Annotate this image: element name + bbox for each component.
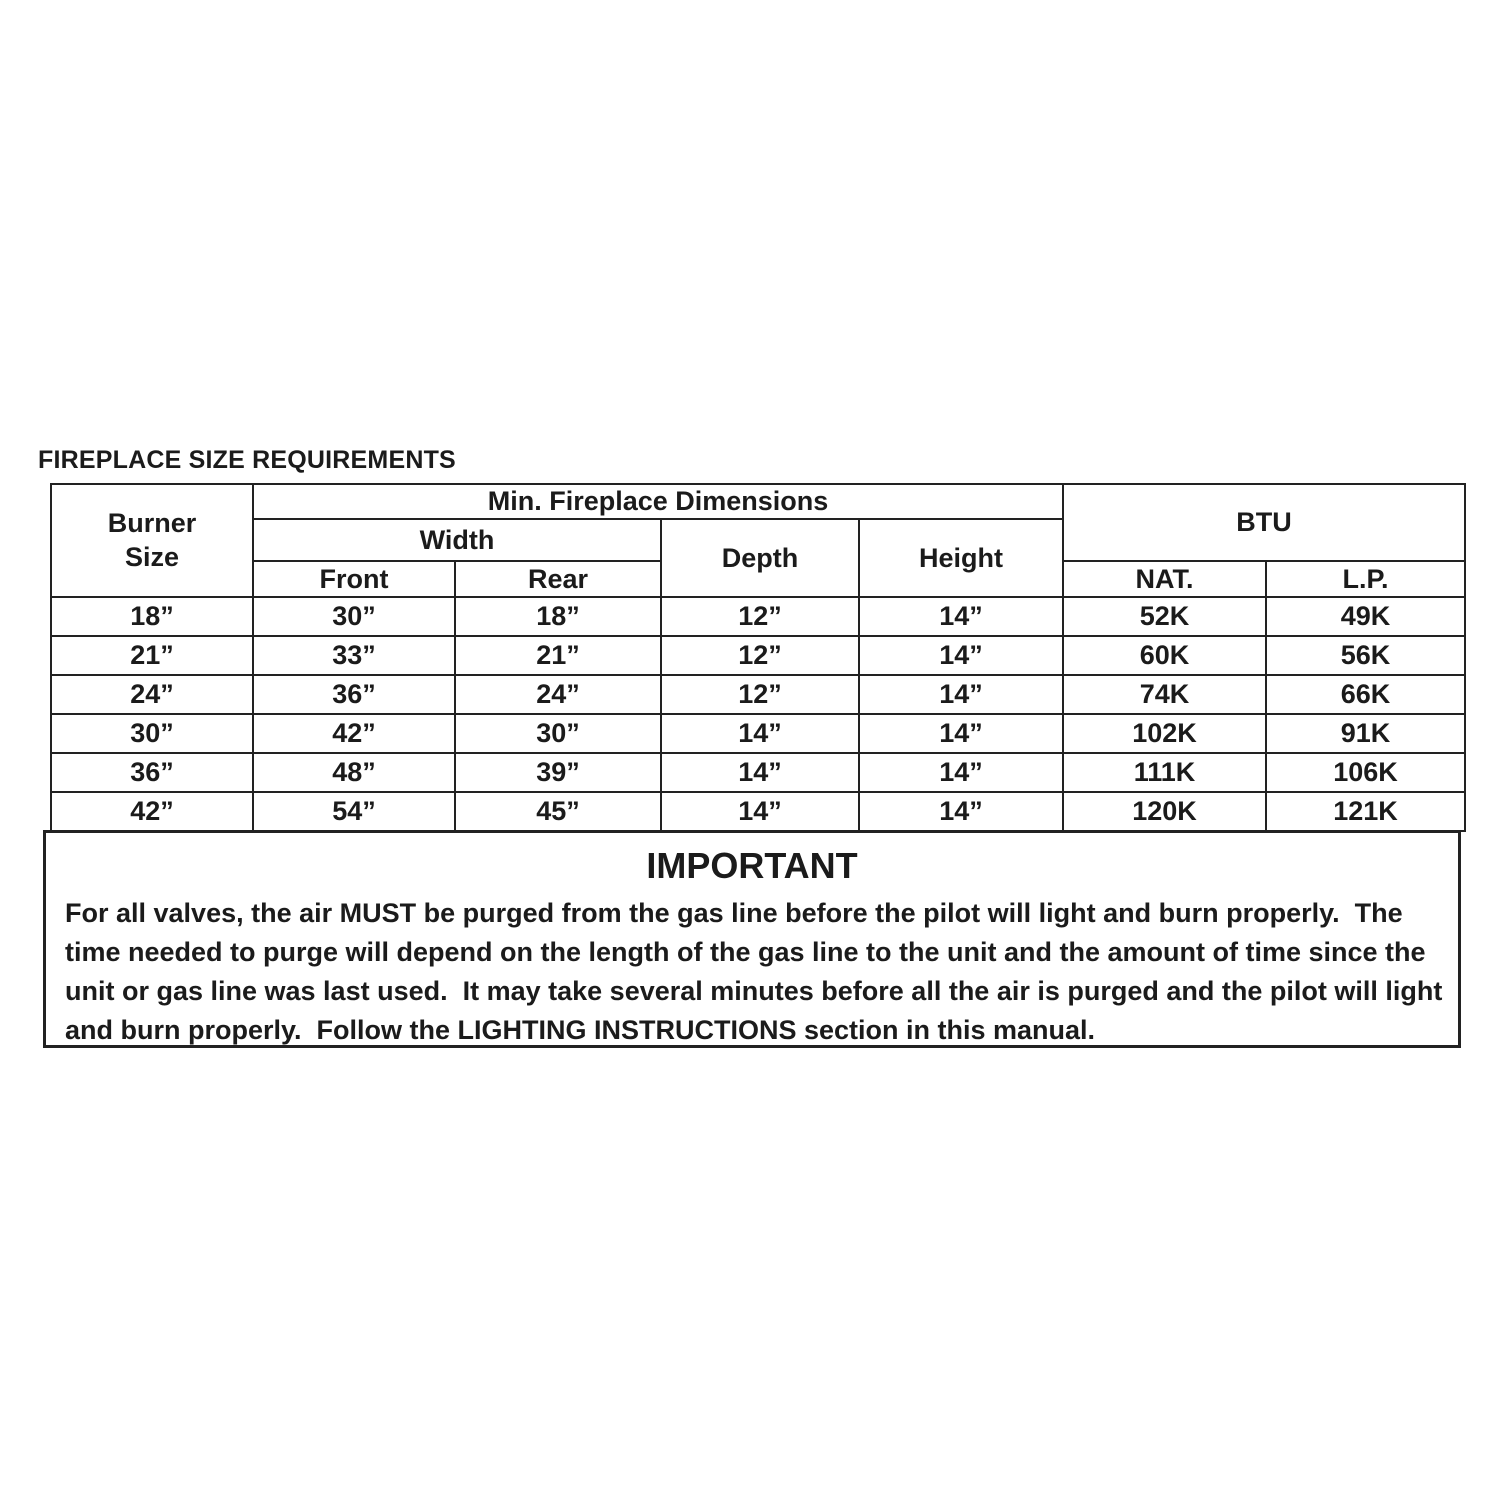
cell-depth: 12” bbox=[660, 674, 860, 715]
cell-front: 33” bbox=[252, 635, 456, 676]
important-line-4: and burn properly. Follow the LIGHTING I… bbox=[65, 1015, 1096, 1045]
cell-lp: 66K bbox=[1265, 674, 1467, 715]
table-row: 24” 36” 24” 12” 14” 74K 66K bbox=[50, 674, 1467, 715]
cell-burner: 30” bbox=[50, 713, 254, 754]
cell-front: 48” bbox=[252, 752, 456, 793]
cell-burner: 24” bbox=[50, 674, 254, 715]
header-burner-size-line1: Burner bbox=[107, 507, 197, 538]
cell-height: 14” bbox=[857, 791, 1065, 832]
cell-nat: 102K bbox=[1062, 713, 1268, 754]
cell-rear: 45” bbox=[454, 791, 662, 832]
cell-front: 42” bbox=[252, 713, 456, 754]
important-line-3: unit or gas line was last used. It may t… bbox=[65, 976, 1443, 1006]
header-front: Front bbox=[252, 560, 456, 598]
cell-rear: 30” bbox=[454, 713, 662, 754]
cell-depth: 12” bbox=[660, 596, 860, 637]
header-row-3: Front Rear NAT. L.P. bbox=[51, 560, 1467, 598]
cell-height: 14” bbox=[857, 635, 1065, 676]
cell-burner: 36” bbox=[50, 752, 254, 793]
cell-burner: 21” bbox=[50, 635, 254, 676]
cell-depth: 12” bbox=[660, 635, 860, 676]
cell-height: 14” bbox=[857, 713, 1065, 754]
header-width: Width bbox=[252, 518, 662, 562]
important-line-1: For all valves, the air MUST be purged f… bbox=[65, 898, 1403, 928]
fireplace-size-table: Burner Size Min. Fireplace Dimensions BT… bbox=[50, 483, 1467, 832]
page-title: FIREPLACE SIZE REQUIREMENTS bbox=[38, 446, 456, 474]
cell-depth: 14” bbox=[660, 791, 860, 832]
cell-nat: 74K bbox=[1062, 674, 1268, 715]
important-notice-box: IMPORTANT For all valves, the air MUST b… bbox=[43, 830, 1461, 1048]
table-row: 18” 30” 18” 12” 14” 52K 49K bbox=[50, 596, 1467, 637]
cell-depth: 14” bbox=[660, 752, 860, 793]
header-height: Height bbox=[857, 518, 1065, 598]
cell-height: 14” bbox=[857, 596, 1065, 637]
table-row: 21” 33” 21” 12” 14” 60K 56K bbox=[50, 635, 1467, 676]
table-header: Burner Size Min. Fireplace Dimensions BT… bbox=[50, 483, 1467, 598]
cell-rear: 24” bbox=[454, 674, 662, 715]
cell-rear: 21” bbox=[454, 635, 662, 676]
cell-rear: 39” bbox=[454, 752, 662, 793]
header-depth: Depth bbox=[660, 518, 860, 598]
cell-nat: 111K bbox=[1062, 752, 1268, 793]
cell-rear: 18” bbox=[454, 596, 662, 637]
header-min-fireplace-dimensions: Min. Fireplace Dimensions bbox=[251, 483, 1065, 520]
cell-burner: 42” bbox=[50, 791, 254, 832]
cell-depth: 14” bbox=[660, 713, 860, 754]
important-title: IMPORTANT bbox=[646, 845, 858, 886]
cell-front: 54” bbox=[252, 791, 456, 832]
header-burner-size-line2: Size bbox=[124, 541, 180, 572]
table-body: 18” 30” 18” 12” 14” 52K 49K 21” 33” 21” … bbox=[50, 596, 1467, 832]
cell-height: 14” bbox=[857, 674, 1065, 715]
cell-nat: 52K bbox=[1062, 596, 1268, 637]
header-lp: L.P. bbox=[1265, 560, 1467, 598]
header-burner-size: Burner Size bbox=[50, 483, 254, 598]
cell-lp: 106K bbox=[1265, 752, 1467, 793]
cell-nat: 60K bbox=[1062, 635, 1268, 676]
cell-lp: 91K bbox=[1265, 713, 1467, 754]
cell-nat: 120K bbox=[1062, 791, 1268, 832]
header-row-2: Width Depth Height bbox=[51, 518, 1465, 598]
important-line-2: time needed to purge will depend on the … bbox=[65, 937, 1426, 967]
header-btu: BTU bbox=[1062, 483, 1467, 562]
table-row: 30” 42” 30” 14” 14” 102K 91K bbox=[50, 713, 1467, 754]
cell-height: 14” bbox=[857, 752, 1065, 793]
cell-burner: 18” bbox=[50, 596, 254, 637]
header-nat: NAT. bbox=[1062, 560, 1268, 598]
cell-front: 30” bbox=[252, 596, 456, 637]
important-paragraph: For all valves, the air MUST be purged f… bbox=[65, 894, 1458, 1050]
table-row: 36” 48” 39” 14” 14” 111K 106K bbox=[50, 752, 1467, 793]
header-row-1: Burner Size Min. Fireplace Dimensions BT… bbox=[50, 483, 1467, 598]
cell-lp: 49K bbox=[1265, 596, 1467, 637]
cell-lp: 121K bbox=[1265, 791, 1467, 832]
cell-front: 36” bbox=[252, 674, 456, 715]
cell-lp: 56K bbox=[1265, 635, 1467, 676]
table-row: 42” 54” 45” 14” 14” 120K 121K bbox=[50, 791, 1467, 832]
header-rear: Rear bbox=[454, 560, 662, 598]
